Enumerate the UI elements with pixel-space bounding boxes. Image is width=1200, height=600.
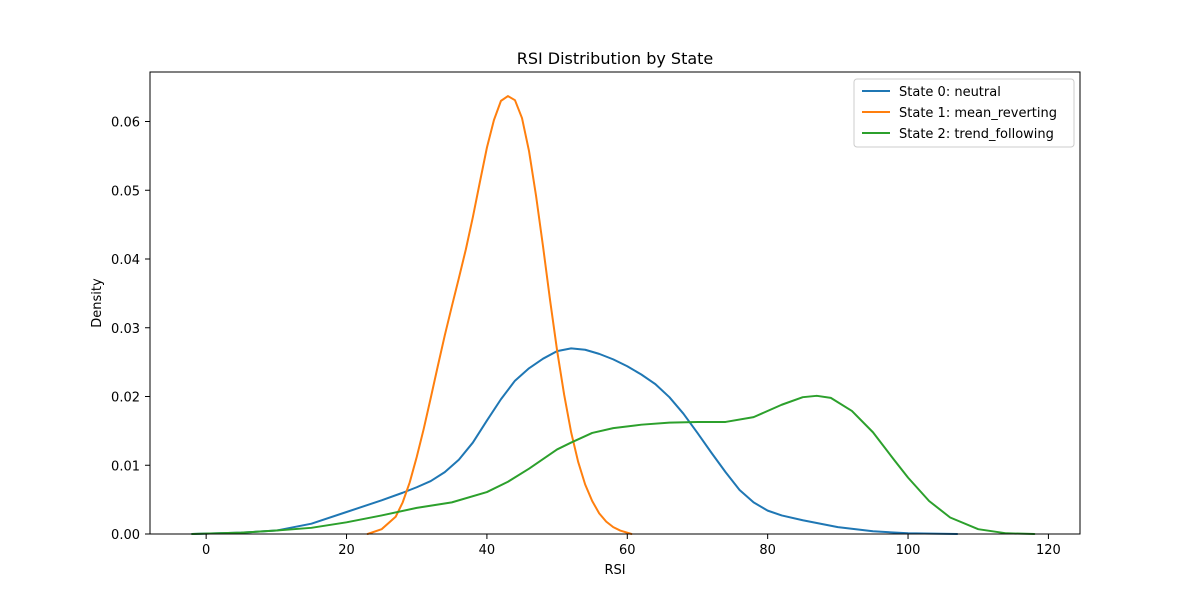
chart-title: RSI Distribution by State xyxy=(517,49,714,68)
y-tick-label: 0.05 xyxy=(111,184,140,199)
y-tick-label: 0.00 xyxy=(111,528,140,543)
series-line-1 xyxy=(366,95,633,535)
x-tick-label: 0 xyxy=(202,543,210,558)
y-tick-label: 0.06 xyxy=(111,116,140,131)
y-tick-label: 0.01 xyxy=(111,459,140,474)
legend-box xyxy=(853,78,1075,148)
x-tick-label: 20 xyxy=(338,543,355,558)
x-tick-label: 40 xyxy=(479,543,496,558)
plot-area xyxy=(149,71,1081,535)
series-layer xyxy=(191,95,1036,535)
y-axis: 0.00 0.01 0.02 0.03 0.04 0.05 0.06 xyxy=(111,116,150,543)
x-tick-label: 80 xyxy=(759,543,776,558)
x-tick-label: 100 xyxy=(896,543,921,558)
plot-frame xyxy=(149,71,1081,535)
legend-label: State 0: neutral xyxy=(899,85,1001,100)
legend-label: State 1: mean_reverting xyxy=(899,106,1057,121)
legend: State 0: neutral State 1: mean_reverting S… xyxy=(853,78,1075,148)
x-axis: 0 20 40 60 80 100 120 xyxy=(202,534,1061,558)
y-axis-label: Density xyxy=(90,278,105,328)
y-tick-label: 0.03 xyxy=(111,322,140,337)
series-line-2 xyxy=(191,394,1036,535)
legend-label: State 2: trend_following xyxy=(899,127,1054,142)
x-tick-label: 120 xyxy=(1036,543,1061,558)
y-tick-label: 0.04 xyxy=(111,253,140,268)
x-axis-label: RSI xyxy=(604,563,625,578)
y-tick-label: 0.02 xyxy=(111,391,140,406)
x-tick-label: 60 xyxy=(619,543,636,558)
